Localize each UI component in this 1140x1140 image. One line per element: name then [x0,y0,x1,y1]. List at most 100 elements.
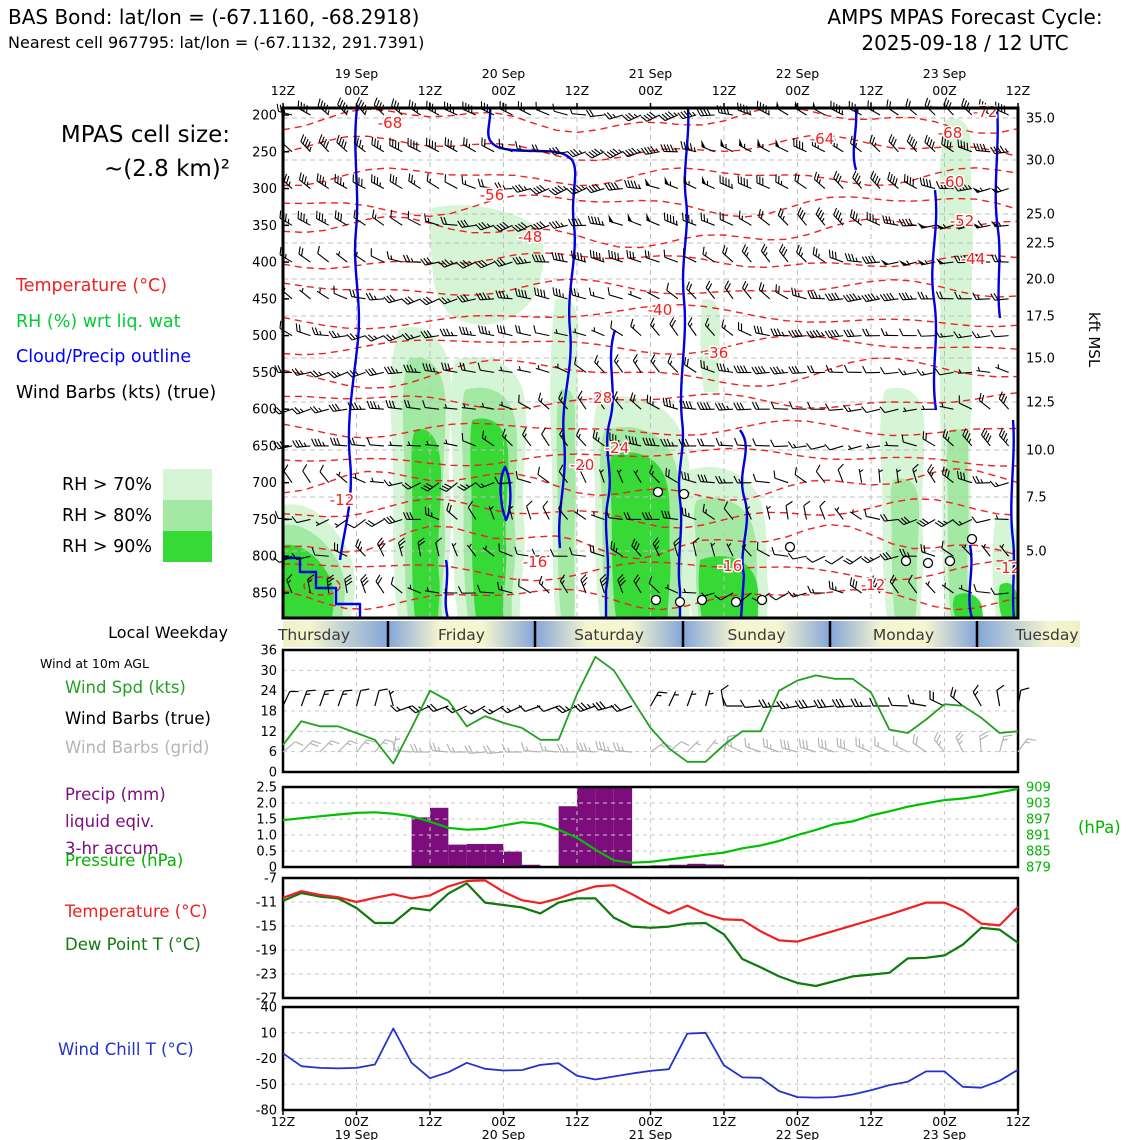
svg-text:22.5: 22.5 [1026,237,1055,252]
cloud-cover-symbols [650,486,978,608]
svg-text:00Z: 00Z [932,83,956,98]
svg-text:-19: -19 [256,944,277,959]
svg-text:12Z: 12Z [859,83,883,98]
dew-point-label: Dew Point T (°C) [65,935,201,954]
svg-text:-23: -23 [256,968,277,983]
svg-text:600: 600 [252,403,277,418]
svg-text:0: 0 [269,861,277,876]
precip-bar [466,843,486,867]
svg-text:12Z: 12Z [712,1114,736,1129]
weekday-saturday: Saturday [574,626,644,644]
svg-text:2.0: 2.0 [256,797,277,812]
rh-90-swatch [163,531,212,562]
svg-text:00Z: 00Z [785,1114,809,1129]
svg-text:12Z: 12Z [418,83,442,98]
svg-text:12Z: 12Z [271,1114,295,1129]
weekday-band: Thursday Friday Saturday Sunday Monday Tuesda… [277,621,1080,647]
wind-barbs-true-label: Wind Barbs (true) [65,709,211,728]
precip-bar [595,787,614,867]
svg-text:12: 12 [260,725,277,740]
pressure-label: Pressure (hPa) [65,851,184,870]
svg-text:2.5: 2.5 [256,781,277,796]
svg-text:22 Sep: 22 Sep [776,66,820,81]
svg-text:12Z: 12Z [565,83,589,98]
precip-label-line1: Precip (mm) [65,785,166,804]
svg-text:5.0: 5.0 [1026,545,1047,560]
svg-text:1.0: 1.0 [256,829,277,844]
contour-labels: -68-72-64 -68-60-56-48-52-44-40-36-28-24-… [328,102,1022,596]
precip-bar [613,787,633,867]
svg-text:10: 10 [260,1026,277,1041]
legend-wind-barbs: Wind Barbs (kts) (true) [16,383,217,403]
cell-size-value: ~(2.8 km)² [103,156,230,182]
precip-bars [411,787,724,867]
svg-text:12Z: 12Z [565,1114,589,1129]
hpa-axis-label: (hPa) [1078,818,1121,837]
pressure-line [282,787,1019,864]
svg-text:-7: -7 [264,872,277,887]
svg-text:7.5: 7.5 [1026,491,1047,506]
legend-temperature: Temperature (°C) [16,276,168,296]
svg-text:850: 850 [252,587,277,602]
svg-text:6: 6 [269,745,277,760]
forecast-cycle-title: AMPS MPAS Forecast Cycle: [827,5,1103,29]
svg-text:-16: -16 [523,553,548,571]
svg-text:0.5: 0.5 [256,845,277,860]
temperature-label: Temperature (°C) [65,902,208,921]
svg-text:-24: -24 [605,439,630,457]
svg-text:650: 650 [252,439,277,454]
precip-bar [448,844,467,867]
svg-text:-52: -52 [950,212,975,230]
weekday-tuesday: Tuesday [1014,626,1078,644]
legend-rh: RH (%) wrt liq. wat [16,312,181,332]
svg-text:-11: -11 [256,896,277,911]
svg-text:903: 903 [1026,797,1051,812]
svg-text:25.0: 25.0 [1026,208,1055,223]
svg-text:18: 18 [260,705,277,720]
precip-bar [503,851,522,867]
rh-legend-90-label: RH > 90% [61,537,152,557]
svg-text:-72: -72 [973,103,998,121]
wind-chill-label: Wind Chill T (°C) [58,1040,194,1059]
svg-text:-12: -12 [996,559,1021,577]
svg-text:22 Sep: 22 Sep [776,1127,820,1140]
svg-text:12Z: 12Z [418,1114,442,1129]
wind-panel: 36 30 24 18 12 6 0 [260,644,1036,781]
svg-text:909: 909 [1026,781,1051,796]
main-panel: -68-72-64 -68-60-56-48-52-44-40-36-28-24-… [273,97,1022,620]
svg-text:-20: -20 [570,456,595,474]
svg-text:12Z: 12Z [1006,83,1030,98]
svg-text:-56: -56 [480,186,505,204]
weekday-thursday: Thursday [277,626,350,644]
svg-text:-40: -40 [648,301,673,319]
dew-point-line [282,882,1019,988]
svg-text:30: 30 [260,664,277,679]
svg-text:23 Sep: 23 Sep [923,66,967,81]
svg-text:00Z: 00Z [785,83,809,98]
svg-text:-68: -68 [378,114,403,132]
svg-text:21 Sep: 21 Sep [629,1127,673,1140]
svg-text:12.5: 12.5 [1026,396,1055,411]
wind-chill-panel: 40 10 -20 -50 -80 [256,1001,1020,1119]
svg-text:-50: -50 [256,1078,277,1093]
svg-text:-20: -20 [256,1052,277,1067]
svg-text:897: 897 [1026,813,1051,828]
svg-text:-60: -60 [940,173,965,191]
wind-spd-label: Wind Spd (kts) [65,678,186,697]
precip-bar [687,863,706,867]
svg-text:-27: -27 [256,992,277,1007]
precip-bar [558,806,577,867]
svg-text:-44: -44 [961,250,986,268]
svg-text:-36: -36 [704,344,729,362]
svg-text:-64: -64 [810,130,835,148]
svg-text:1.5: 1.5 [256,813,277,828]
svg-text:250: 250 [252,145,277,160]
svg-text:10.0: 10.0 [1026,444,1055,459]
svg-text:30.0: 30.0 [1026,154,1055,169]
svg-text:400: 400 [252,256,277,271]
svg-text:35.0: 35.0 [1026,112,1055,127]
temperature-panel: -7 -11 -15 -19 -23 -27 [256,872,1020,1007]
svg-text:00Z: 00Z [344,83,368,98]
svg-text:500: 500 [252,329,277,344]
